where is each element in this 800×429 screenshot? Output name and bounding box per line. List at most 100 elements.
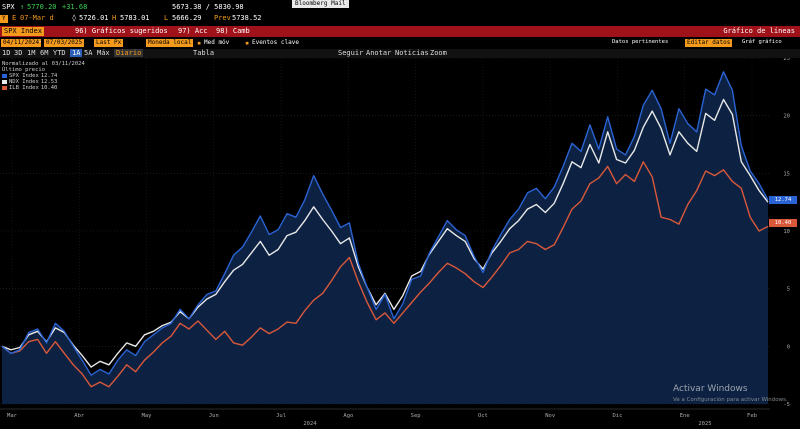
x-tick-label: Sep [411, 413, 421, 419]
moving-average-icon: ▪ [197, 39, 202, 47]
legend-title: Normalizado al 03/11/2024 [2, 61, 85, 67]
key-events-button[interactable]: Eventos clave [252, 39, 299, 46]
chart-settings-button[interactable]: Gráf gráfico [742, 39, 782, 45]
ticker-label[interactable]: SPX [2, 3, 15, 11]
x-tick-label: Jul [276, 413, 286, 419]
period-max[interactable]: Máx [97, 49, 110, 57]
x-tick-label: Ene [680, 413, 690, 419]
edit-data-button[interactable]: Editar datos [685, 39, 733, 47]
relevant-data-button[interactable]: Datos pertinentes [612, 39, 669, 45]
area-fill [2, 71, 768, 405]
price-change: +31.68 [62, 3, 88, 11]
legend-value: 12.74 [40, 73, 58, 79]
ohlc-row: Y E 07-Mar d ◊ 5726.01 H 5783.01 L 5666.… [0, 14, 800, 25]
quote-date: 07-Mar d [20, 14, 54, 22]
open-price: 5726.01 [79, 14, 109, 22]
x-tick-label: Nov [545, 413, 556, 419]
chart-legend: Normalizado al 03/11/2024 Último precio … [0, 60, 92, 92]
annotate-button[interactable]: Anotar [366, 49, 392, 57]
period-1a[interactable]: 1A [70, 49, 83, 57]
end-date-field[interactable]: 07/03/2025 [44, 39, 85, 47]
chart-toolbar: 04/11/2024 - 07/03/2025 Last Px Moneda l… [0, 38, 800, 48]
y-tick-label: -5 [783, 402, 790, 408]
up-arrow-icon: ↑ [20, 3, 25, 11]
legend-swatch-ndx [2, 80, 7, 84]
prev-label: Prev [214, 14, 231, 22]
currency-select[interactable]: Moneda local [146, 39, 194, 47]
series-line-spx [1, 71, 769, 376]
start-date-field[interactable]: 04/11/2024 [1, 39, 42, 47]
zoom-button[interactable]: Zoom [430, 49, 447, 57]
table-button[interactable]: Tabla [193, 49, 215, 57]
y-tick-label: 10 [783, 229, 790, 235]
period-5a[interactable]: 5A [84, 49, 93, 57]
legend-name: SPX Index [9, 73, 39, 79]
field-select[interactable]: Last Px [94, 39, 124, 47]
x-tick-label: Dic [612, 413, 622, 419]
last-value-tag-ilb: 10.40 [769, 219, 797, 227]
low-price: 5666.29 [172, 14, 202, 22]
series-lines [1, 71, 769, 388]
series-line-ndx [1, 98, 769, 368]
period-ytd[interactable]: YTD [53, 49, 66, 57]
period-3d[interactable]: 3D [14, 49, 23, 57]
prev-price: 5738.52 [232, 14, 262, 22]
security-field[interactable]: SPX Index [2, 27, 44, 36]
page-title: Gráfico de líneas [723, 27, 795, 35]
news-button[interactable]: Noticias [395, 49, 429, 57]
y-tick-label: 5 [787, 287, 790, 293]
label-e: E [12, 14, 17, 22]
y-axis: -5 0 5 10 15 20 25 [783, 58, 790, 408]
dash-separator: - [38, 38, 43, 46]
x-tick-label: Mar [7, 413, 18, 419]
x-tick-label: Ago [343, 413, 353, 419]
x-tick-label: Jun [209, 413, 219, 419]
activation-watermark-title: Activar Windows [673, 384, 748, 394]
x-year-label: 2025 [698, 421, 711, 427]
quote-row: SPX ↑ 5770.20 +31.68 5673.38 / 5830.98 [0, 3, 800, 14]
high-price: 5783.01 [120, 14, 150, 22]
y-tick-label: 0 [787, 344, 790, 350]
legend-entry[interactable]: ILB Index 10.40 [2, 85, 90, 91]
legend-subtitle: Último precio [2, 67, 46, 73]
frequency-select[interactable]: Diario [114, 49, 144, 57]
x-tick-label: May [142, 413, 153, 419]
follow-button[interactable]: Seguir [338, 49, 364, 57]
y-tick-label: 15 [783, 171, 790, 177]
open-icon: ◊ [72, 14, 77, 22]
status-badge: Y [0, 15, 8, 23]
x-year-label: 2024 [303, 421, 317, 427]
menu-suggested-charts[interactable]: 96) Gráficos sugeridos [75, 27, 168, 35]
period-bar: 1D 3D 1M 6M YTD 1A 5A Máx Diario Tabla S… [0, 49, 800, 58]
y-tick-label: 20 [783, 114, 790, 120]
x-axis: Mar Abr May Jun Jul Ago Sep Oct Nov Dic Ene Feb 2024… [0, 408, 770, 427]
day-range: 5673.38 / 5830.98 [172, 3, 244, 11]
period-1m[interactable]: 1M [27, 49, 36, 57]
bloomberg-mail-button[interactable]: Bloomberg Mail [292, 0, 349, 8]
period-6m[interactable]: 6M [40, 49, 49, 57]
legend-swatch-ilb [2, 86, 7, 90]
legend-entry[interactable]: SPX Index 12.74 [2, 73, 90, 79]
legend-entry[interactable]: NDX Index 12.53 [2, 79, 90, 85]
y-tick-label: 25 [783, 58, 790, 62]
function-bar: SPX Index 96) Gráficos sugeridos 97) Acc… [0, 26, 800, 37]
x-tick-label: Abr [74, 413, 85, 419]
low-label: L [164, 14, 169, 22]
spx-area-fill [2, 71, 768, 405]
period-1d[interactable]: 1D [2, 49, 11, 57]
moving-average-button[interactable]: Med móv [204, 39, 230, 46]
last-price: 5770.20 [27, 3, 57, 11]
legend-value: 10.40 [40, 85, 58, 91]
x-tick-label: Feb [747, 413, 757, 419]
legend-name: ILB Index [9, 85, 39, 91]
events-icon: ▪ [245, 39, 250, 47]
legend-name: NDX Index [9, 79, 39, 85]
legend-value: 12.53 [40, 79, 58, 85]
activation-watermark-subtitle: Ve a Configuración para activar Windows. [673, 397, 788, 403]
x-tick-label: Oct [478, 413, 488, 419]
menu-actions[interactable]: 97) Acc [178, 27, 208, 35]
series-line-ilb [1, 161, 769, 388]
menu-exchange[interactable]: 98) Camb [216, 27, 250, 35]
last-value-tag-spx: 12.74 [769, 196, 797, 204]
